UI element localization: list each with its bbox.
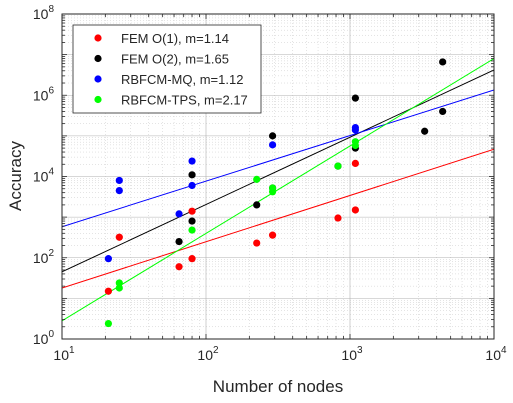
- data-points: [104, 58, 447, 328]
- data-point: [351, 206, 359, 214]
- data-point: [188, 181, 196, 190]
- data-point: [439, 58, 447, 66]
- data-point: [351, 138, 359, 146]
- y-tick-label-exponent: 4: [48, 167, 54, 178]
- data-point: [268, 141, 277, 149]
- data-point: [334, 162, 342, 170]
- data-point: [115, 233, 123, 241]
- data-point: [104, 287, 112, 295]
- legend-marker: [94, 54, 102, 63]
- legend-marker: [94, 34, 102, 42]
- data-point: [188, 255, 196, 263]
- data-point: [351, 94, 359, 102]
- data-point: [351, 123, 359, 132]
- x-tick-label-exponent: 3: [357, 345, 363, 356]
- data-point: [268, 184, 277, 192]
- fit-line: [62, 148, 494, 289]
- data-point: [268, 132, 277, 140]
- data-point: [115, 284, 123, 292]
- y-tick-label-exponent: 0: [48, 329, 54, 340]
- x-axis-label: Number of nodes: [213, 377, 343, 396]
- y-axis-label: Accuracy: [6, 141, 25, 211]
- x-tick-label-exponent: 4: [501, 345, 507, 356]
- y-tick-label: 100: [33, 329, 55, 347]
- y-tick-label-exponent: 8: [48, 4, 54, 15]
- x-tick-label: 104: [485, 345, 507, 363]
- fit-line: [62, 69, 494, 273]
- y-tick-label-exponent: 6: [48, 85, 54, 96]
- data-point: [115, 176, 123, 185]
- legend-label: FEM O(1), m=1.14: [121, 31, 229, 46]
- data-point: [253, 175, 261, 183]
- data-point: [334, 214, 342, 222]
- data-point: [175, 263, 183, 271]
- x-tick-label-base: 10: [485, 347, 501, 363]
- data-point: [188, 157, 196, 165]
- legend: FEM O(1), m=1.14 FEM O(2), m=1.65 RBFCM-MQ…: [72, 24, 262, 114]
- legend-marker: [94, 95, 102, 104]
- plot-frame: [61, 13, 495, 340]
- y-tick-label: 102: [33, 248, 55, 266]
- x-tick-label-exponent: 2: [213, 345, 219, 356]
- data-point: [104, 255, 112, 263]
- fit-line: [62, 58, 494, 322]
- data-point: [188, 171, 196, 179]
- data-point: [175, 210, 183, 218]
- data-point: [188, 217, 196, 225]
- y-tick-label: 104: [33, 167, 55, 185]
- x-tick-labels: 101 102 103 104: [53, 345, 507, 363]
- legend-label: RBFCM-TPS, m=2.17: [121, 93, 248, 108]
- y-tick-label-exponent: 2: [48, 248, 54, 259]
- y-tick-label-base: 10: [33, 169, 49, 185]
- x-tick-label-exponent: 1: [69, 345, 75, 356]
- data-point: [115, 279, 123, 287]
- x-tick-label: 102: [197, 345, 219, 363]
- y-tick-label-base: 10: [33, 87, 49, 103]
- y-tick-label: 106: [33, 85, 55, 103]
- legend-marker: [94, 75, 102, 83]
- legend-label: RBFCM-MQ, m=1.12: [121, 72, 243, 87]
- data-point: [188, 207, 196, 215]
- y-tick-label-base: 10: [33, 6, 49, 22]
- data-point: [253, 201, 261, 209]
- legend-label: FEM O(2), m=1.65: [121, 52, 229, 67]
- x-tick-label: 103: [341, 345, 363, 363]
- y-tick-label: 108: [33, 4, 55, 22]
- x-tick-label: 101: [53, 345, 75, 363]
- data-point: [175, 237, 183, 246]
- data-point: [268, 231, 277, 239]
- data-point: [421, 127, 429, 135]
- x-tick-label-base: 10: [341, 347, 357, 363]
- data-point: [188, 226, 196, 234]
- fit-lines: [62, 58, 494, 322]
- data-point: [104, 319, 112, 328]
- data-point: [351, 159, 359, 168]
- fit-line: [62, 89, 494, 228]
- data-point: [253, 239, 261, 247]
- y-tick-label-base: 10: [33, 250, 49, 266]
- data-point: [439, 107, 447, 116]
- legend-box: [72, 24, 262, 114]
- x-tick-label-base: 10: [53, 347, 69, 363]
- data-point: [115, 186, 123, 195]
- y-tick-label-base: 10: [33, 331, 49, 347]
- x-tick-label-base: 10: [197, 347, 213, 363]
